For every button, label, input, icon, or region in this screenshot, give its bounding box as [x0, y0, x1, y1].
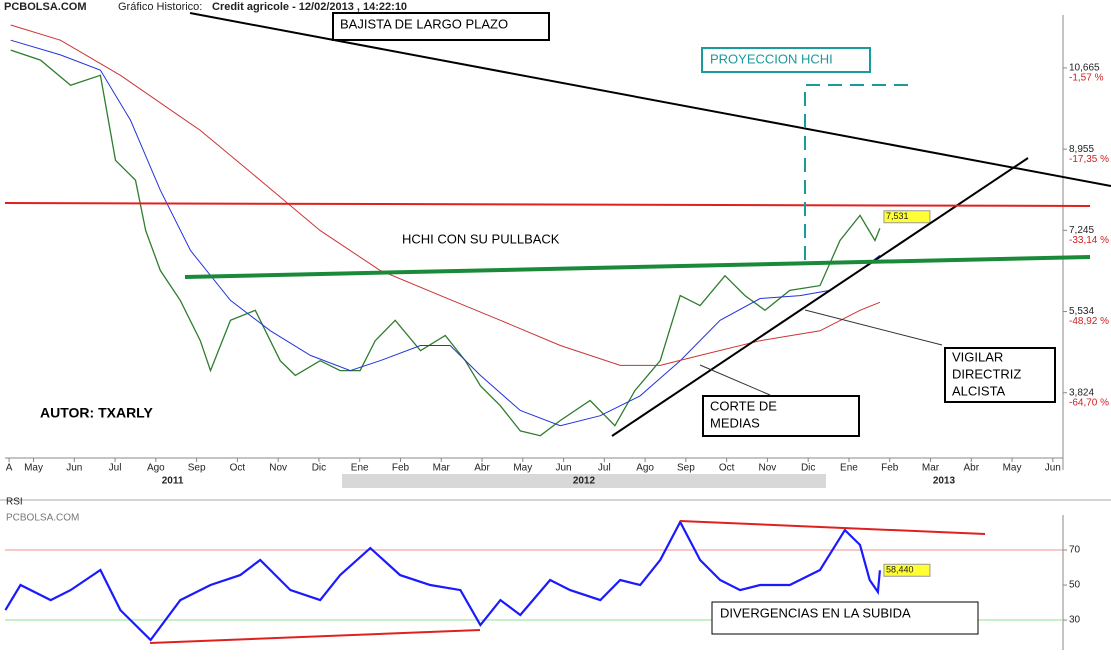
- y-tick-label: 3,824: [1069, 387, 1094, 398]
- annotation-box: [711, 601, 979, 635]
- annotation-box: [332, 12, 550, 41]
- y-tick-label: 10,665: [1069, 63, 1100, 74]
- x-tick-label: Oct: [719, 463, 735, 474]
- x-tick-label: Jun: [1045, 463, 1061, 474]
- x-tick-label: Sep: [677, 463, 695, 474]
- x-tick-label: Jul: [598, 463, 611, 474]
- x-tick-label: May: [1003, 463, 1022, 474]
- x-tick-label: Jul: [109, 463, 122, 474]
- annotations: BAJISTA DE LARGO PLAZO PROYECCION HCHI H…: [4, 12, 1111, 644]
- year-label: 2012: [573, 476, 596, 487]
- resistance-line: [4, 202, 1091, 207]
- pointer: [804, 309, 943, 346]
- projection-line: [804, 84, 915, 260]
- y-tick-label: 70: [1069, 545, 1081, 556]
- uptrend-line: [611, 157, 1029, 437]
- annotation: HCHI CON SU PULLBACK: [402, 231, 560, 246]
- x-tick-label: Abr: [474, 463, 490, 474]
- x-tick-label: Ago: [147, 463, 165, 474]
- y-tick-label: 50: [1069, 580, 1081, 591]
- x-tick-label: Jun: [66, 463, 82, 474]
- x-tick-label: Feb: [881, 463, 899, 474]
- x-tick-label: Abr: [963, 463, 979, 474]
- site: PCBOLSA.COM: [4, 1, 87, 13]
- rsi-trend: [679, 520, 986, 535]
- x-tick-label: Mar: [922, 463, 940, 474]
- x-tick-label: May: [513, 463, 532, 474]
- series-line: [4, 519, 881, 642]
- series-line: [10, 24, 881, 366]
- last-value-box: [883, 210, 931, 224]
- author: AUTOR: TXARLY: [40, 405, 153, 421]
- y-tick-label: 5,534: [1069, 306, 1094, 317]
- x-tick-label: Sep: [188, 463, 206, 474]
- annotation-box: [702, 395, 860, 437]
- x-tick-label: Jun: [555, 463, 571, 474]
- x-tick-label: Ene: [840, 463, 858, 474]
- annotation: PROYECCION HCHI: [710, 51, 833, 66]
- annotation: VIGILAR: [952, 349, 1003, 364]
- y-tick-label: 7,245: [1069, 225, 1094, 236]
- downtrend-line: [189, 12, 1111, 187]
- pointer: [699, 364, 771, 396]
- x-tick-label: A: [6, 463, 13, 474]
- y-tick-label: 30: [1069, 615, 1081, 626]
- y-tick-pct: -33,14 %: [1069, 235, 1109, 246]
- x-tick-label: Dic: [801, 463, 815, 474]
- rsi-trend: [149, 629, 481, 644]
- layers: 10,665-1,57 % 8,955-17,35 % 7,245-33,14 % 5…: [4, 24, 1109, 642]
- year-label: 2013: [933, 476, 956, 487]
- annotation: BAJISTA DE LARGO PLAZO: [340, 16, 508, 31]
- x-tick-label: May: [24, 463, 43, 474]
- x-tick-label: Nov: [269, 463, 287, 474]
- y-tick-pct: -1,57 %: [1069, 73, 1104, 84]
- header-label: Gráfico Historico:: [118, 1, 202, 13]
- x-tick-label: Oct: [230, 463, 246, 474]
- series-line: [10, 49, 881, 437]
- annotation-box: [701, 47, 871, 73]
- x-tick-label: Dic: [312, 463, 326, 474]
- series-line: [10, 39, 881, 427]
- y-tick-pct: -64,70 %: [1069, 397, 1109, 408]
- year-label: 2011: [162, 476, 184, 487]
- x-tick-label: Mar: [433, 463, 451, 474]
- annotation-box: [944, 347, 1056, 403]
- neckline: [184, 255, 1091, 279]
- x-tick-label: Ago: [636, 463, 654, 474]
- y-tick-label: 8,955: [1069, 144, 1094, 155]
- y-tick-pct: -48,92 %: [1069, 316, 1109, 327]
- annotation: DIRECTRIZ: [952, 366, 1021, 381]
- y-tick-pct: -17,35 %: [1069, 154, 1109, 165]
- x-tick-label: Feb: [392, 463, 410, 474]
- x-tick-label: Nov: [759, 463, 777, 474]
- rsi-title: RSI: [6, 497, 23, 508]
- annotation: MEDIAS: [710, 415, 760, 430]
- x-tick-label: Ene: [351, 463, 369, 474]
- rsi-source: PCBOLSA.COM: [6, 513, 79, 524]
- last-value-label: 58,440: [886, 565, 914, 575]
- year-band: [342, 474, 826, 488]
- header-title: Credit agricole - 12/02/2013 , 14:22:10: [212, 1, 407, 13]
- annotation: DIVERGENCIAS EN LA SUBIDA: [720, 605, 911, 620]
- last-value-box: [883, 563, 931, 577]
- annotation: CORTE DE: [710, 398, 777, 413]
- annotation: ALCISTA: [952, 383, 1006, 398]
- last-value-label: 7,531: [886, 211, 909, 221]
